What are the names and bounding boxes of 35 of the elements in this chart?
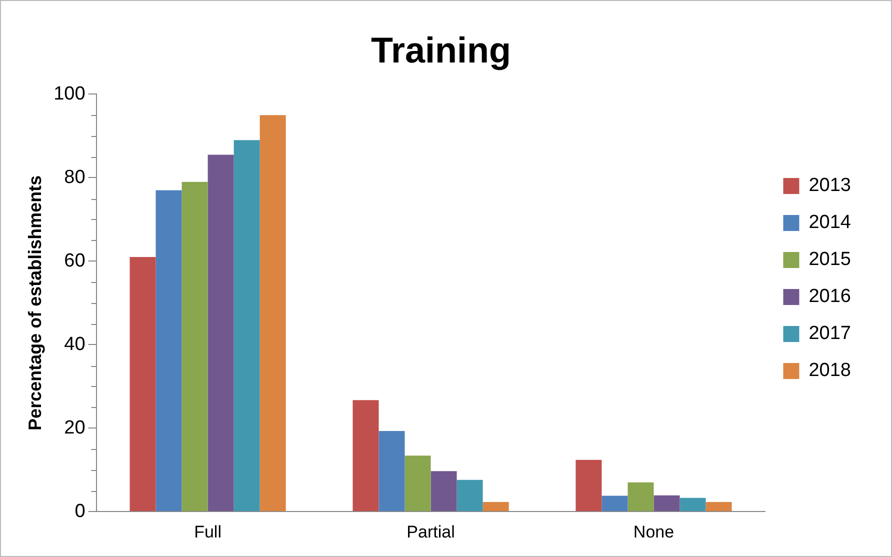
bar (628, 482, 654, 512)
bar (602, 496, 628, 512)
bar (680, 498, 706, 512)
legend-label: 2014 (808, 212, 852, 234)
y-tick-label: 100 (54, 83, 86, 104)
bar (706, 502, 732, 512)
bar (654, 495, 680, 512)
y-tick-label: 0 (74, 500, 86, 522)
x-tick-label: Partial (406, 522, 455, 542)
chart-title: Training (370, 30, 512, 71)
y-tick-label: 40 (64, 334, 86, 355)
legend-label: 2017 (808, 323, 852, 344)
legend-label: 2013 (808, 175, 852, 196)
legend-label: 2015 (808, 249, 852, 270)
bar (130, 256, 156, 512)
y-tick-label: 20 (64, 417, 86, 438)
legend-label: 2018 (808, 360, 852, 382)
bar (456, 480, 483, 512)
bar (208, 154, 234, 512)
x-tick-label: Full (194, 522, 222, 542)
y-tick-label: 60 (64, 250, 86, 272)
bar (156, 190, 182, 512)
x-tick-label: None (633, 522, 674, 542)
bar (182, 182, 208, 512)
bar (430, 471, 457, 512)
y-tick-label: 80 (64, 166, 86, 188)
bar (260, 115, 286, 512)
bar (404, 456, 431, 512)
y-axis-title: Percentage of establishments (24, 175, 45, 430)
bar (482, 502, 509, 512)
legend-label: 2016 (808, 286, 852, 308)
bar (234, 140, 260, 512)
bar (576, 460, 602, 512)
bar (378, 431, 405, 512)
bar (352, 400, 379, 512)
